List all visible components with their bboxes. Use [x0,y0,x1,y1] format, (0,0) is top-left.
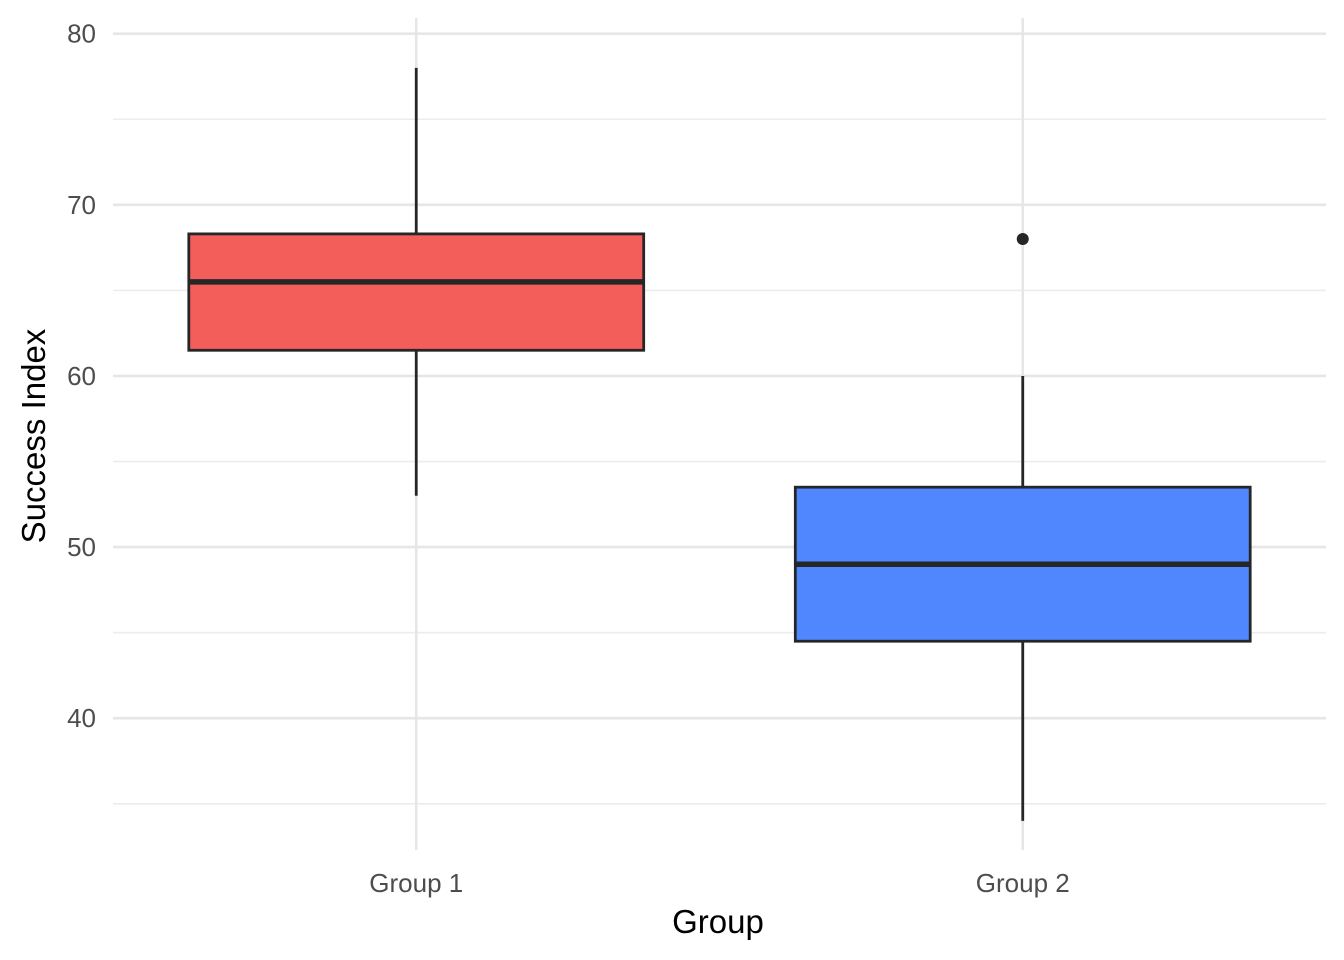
y-axis-title: Success Index [15,328,52,543]
box-1 [187,67,646,496]
y-tick-label: 50 [67,532,96,562]
x-axis-title: Group [672,903,764,940]
y-tick-label: 40 [67,703,96,733]
y-tick-label: 80 [67,19,96,49]
box-2 [793,233,1252,821]
x-tick-label: Group 1 [369,868,463,898]
outlier-point [1016,233,1029,246]
x-tick-label: Group 2 [976,868,1070,898]
grid [113,18,1326,850]
boxes [187,67,1252,821]
y-axis-ticks: 40 50 60 70 80 [67,19,96,734]
y-tick-label: 70 [67,190,96,220]
iqr-box [187,232,646,352]
x-axis-ticks: Group 1 Group 2 [369,868,1069,898]
y-tick-label: 60 [67,361,96,391]
